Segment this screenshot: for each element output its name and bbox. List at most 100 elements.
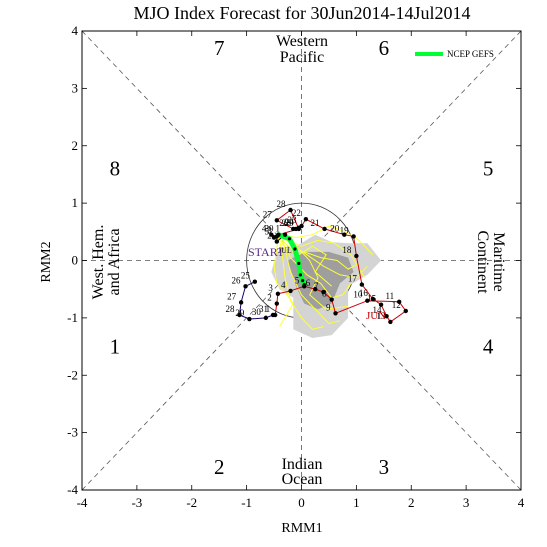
ncep-gefs-point — [300, 278, 305, 283]
observed-july-point-label: 3 — [267, 225, 272, 235]
jun-label: JUN — [366, 310, 386, 322]
ensemble-member-line — [278, 234, 352, 299]
observed-may-point — [263, 315, 269, 321]
observed-june-point — [396, 299, 402, 305]
observed-july-point-label: 2 — [267, 231, 272, 241]
region-top-line1: Western — [276, 33, 328, 50]
observed-june-point-label: 12 — [392, 300, 401, 310]
ensemble-member-line — [278, 234, 324, 330]
phase-number-8: 8 — [110, 157, 121, 181]
region-top-line2: Pacific — [280, 49, 324, 66]
phase-number-6: 6 — [379, 36, 390, 60]
ensemble-member-line — [278, 234, 360, 270]
observed-june-point — [322, 226, 327, 232]
x-tick-label: 0 — [298, 495, 305, 510]
observed-july-point — [274, 239, 280, 244]
observed-june-point-label: 13 — [376, 311, 386, 321]
jul-label: JUL — [278, 246, 292, 255]
observed-june-point — [313, 286, 318, 292]
observed-june-point-label: 24 — [285, 217, 295, 227]
observed-june-point — [302, 284, 307, 289]
observed-june-point-label: 14 — [373, 305, 383, 315]
region-bottom-line2: Ocean — [282, 471, 323, 488]
region-left-line1: West. Hem. — [90, 225, 107, 300]
ensemble-member-line — [278, 234, 341, 325]
observed-june-point-label: 5 — [295, 275, 300, 285]
y-tick-label: 2 — [72, 138, 79, 153]
y-tick-label: -4 — [67, 482, 78, 497]
x-tick-label: -1 — [241, 495, 252, 510]
observed-june-point — [342, 232, 347, 237]
observed-july-point — [271, 235, 277, 240]
y-tick-label: 3 — [72, 80, 79, 95]
x-tick-label: 1 — [353, 495, 360, 510]
observed-june-point-label: 15 — [367, 294, 377, 304]
observed-may-point-label: 26 — [232, 275, 242, 285]
y-tick-label: 4 — [72, 23, 79, 38]
observed-june-point-label: 22 — [292, 208, 301, 218]
observed-june-point — [354, 253, 359, 259]
observed-may-point — [237, 312, 242, 318]
observed-may-point-label: 30 — [252, 307, 262, 317]
observed-june-point — [275, 291, 281, 296]
observed-june-point — [291, 226, 296, 232]
start-label: START — [248, 245, 285, 259]
x-axis-label: RMM1 — [281, 521, 322, 536]
y-axis-label: RMM2 — [39, 241, 54, 282]
observed-june-point — [365, 298, 370, 303]
legend: NCEP GEFS — [415, 49, 494, 59]
observed-may-point — [247, 316, 252, 322]
observed-june-point-label: 20 — [330, 224, 340, 234]
observed-june-point-label: 25 — [282, 218, 292, 228]
observed-june-point-label: 10 — [353, 290, 363, 300]
ensemble-member-line — [278, 234, 333, 287]
ncep-gefs-point — [298, 273, 303, 277]
observed-july-point-label: 4 — [262, 224, 267, 234]
ensemble-member-line — [278, 225, 374, 256]
observed-june-point-label: 28 — [277, 199, 287, 209]
observed-june-point-label: 27 — [263, 209, 273, 219]
observed-june-point-label: 17 — [348, 274, 358, 284]
observed-june-point — [288, 288, 293, 294]
observed-june-point — [274, 301, 280, 306]
observed-june-point — [303, 216, 309, 222]
observed-june-point-label: 23 — [288, 215, 298, 225]
observed-june-point — [359, 282, 365, 287]
y-tick-label: 0 — [72, 253, 79, 268]
observed-june-point — [370, 296, 376, 302]
spread-inner — [287, 251, 354, 310]
observed-june-point-label: 9 — [326, 302, 331, 312]
region-bottom-line1: Indian — [282, 456, 323, 473]
y-tick-label: -1 — [67, 310, 78, 325]
observed-may-point-label: 28 — [225, 304, 235, 314]
observed-may-point-label: 25 — [241, 271, 251, 281]
phase-number-2: 2 — [214, 455, 225, 479]
phase-number-1: 1 — [110, 335, 121, 359]
observed-june-point-label: 21 — [311, 218, 320, 228]
ncep-gefs-point — [293, 247, 297, 251]
observed-june-point — [333, 311, 338, 316]
x-tick-label: 2 — [408, 495, 415, 510]
x-tick-label: 4 — [518, 495, 525, 510]
region-right-line1: Maritime — [490, 232, 507, 292]
phase-number-3: 3 — [379, 455, 390, 479]
observed-june-point-label: 19 — [340, 225, 350, 235]
y-tick-label: -3 — [67, 425, 78, 440]
observed-june-point — [351, 234, 356, 239]
x-tick-label: -4 — [77, 495, 88, 510]
observed-june-point-label: 30 — [264, 224, 274, 234]
phase-number-4: 4 — [483, 335, 494, 359]
observed-may-point-label: 29 — [235, 308, 245, 318]
observed-june-point — [321, 289, 326, 295]
phase-number-5: 5 — [483, 157, 494, 181]
observed-june-point — [384, 313, 389, 319]
observed-june-point-label: 16 — [359, 288, 369, 298]
observed-june-point-label: 11 — [386, 291, 395, 301]
observed-june-point — [388, 319, 393, 325]
observed-june-point-label: 1 — [266, 304, 271, 314]
observed-may-point-label: 27 — [227, 291, 237, 301]
observed-june-point — [274, 218, 280, 223]
